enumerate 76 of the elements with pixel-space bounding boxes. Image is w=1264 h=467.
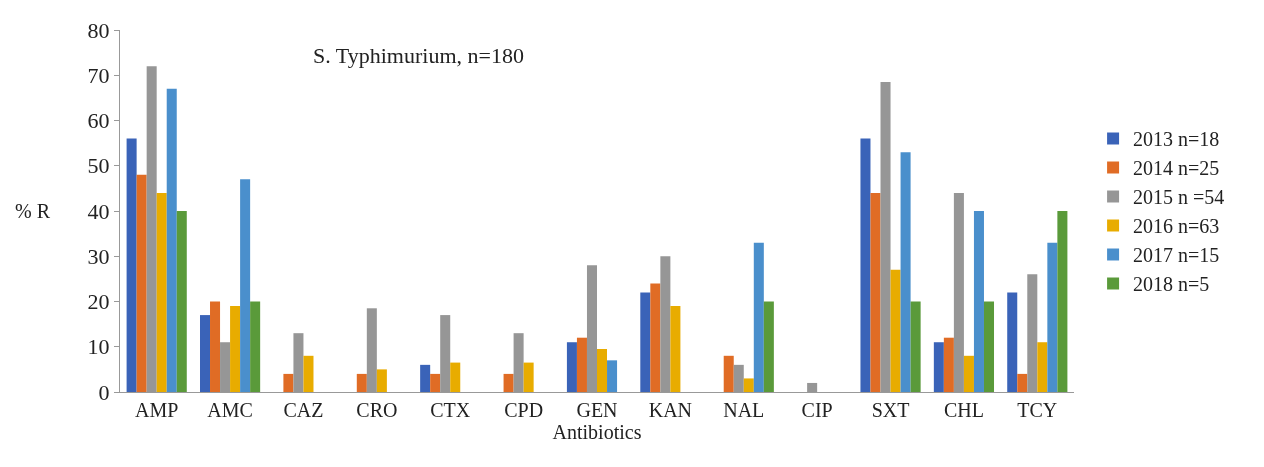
bar — [420, 364, 431, 392]
x-tick-label: CPD — [504, 399, 544, 421]
bar — [723, 355, 734, 392]
bar — [523, 362, 534, 392]
bar — [1057, 211, 1068, 392]
bar — [210, 301, 221, 392]
bar — [983, 301, 995, 392]
x-tick-label: SXT — [871, 399, 910, 421]
x-tick-label: CIP — [801, 399, 833, 421]
bar — [973, 211, 984, 392]
bar — [640, 292, 651, 392]
bar — [1007, 292, 1018, 392]
y-tick-label: 40 — [87, 198, 110, 224]
bar — [240, 179, 251, 392]
y-tick-label: 10 — [87, 334, 110, 360]
bar — [753, 242, 764, 392]
x-tick-label: CAZ — [283, 399, 324, 421]
y-tick-label: 80 — [87, 17, 110, 43]
bar — [356, 373, 367, 392]
bar — [450, 362, 461, 392]
y-tick-label: 50 — [87, 153, 110, 179]
bar — [743, 378, 754, 392]
x-tick-label: CTX — [430, 399, 471, 421]
bar — [1037, 342, 1048, 392]
x-tick-label: KAN — [648, 399, 693, 421]
bar — [900, 152, 911, 392]
bar — [670, 306, 681, 392]
bar — [126, 138, 137, 392]
bar — [376, 369, 387, 392]
bar — [860, 138, 871, 392]
x-tick-label: GEN — [576, 399, 618, 421]
legend-label: 2015 n =54 — [1133, 186, 1225, 209]
bar — [166, 88, 177, 392]
legend-label: 2017 n=15 — [1133, 244, 1220, 267]
bar — [176, 211, 187, 392]
bar — [763, 301, 774, 392]
bar — [303, 355, 314, 392]
y-tick-label: 70 — [87, 62, 110, 88]
legend-label: 2016 n=63 — [1133, 215, 1220, 238]
bar — [607, 360, 618, 392]
x-tick-label: AMP — [135, 399, 179, 421]
bar — [933, 342, 944, 392]
bar — [943, 337, 954, 392]
x-axis-title: Antibiotics — [552, 421, 642, 443]
y-tick-label: 60 — [87, 108, 110, 134]
y-tick-label: 30 — [87, 243, 110, 269]
legend-label: 2014 n=25 — [1133, 157, 1220, 180]
bar — [566, 342, 577, 392]
bar — [910, 301, 921, 392]
bar — [283, 373, 294, 392]
legend-label: 2018 n=5 — [1133, 273, 1210, 296]
x-tick-label: CHL — [943, 399, 984, 421]
bar — [1047, 242, 1058, 392]
x-tick-label: AMC — [207, 399, 253, 421]
bar — [890, 269, 901, 392]
bar — [430, 373, 441, 392]
legend-label: 2013 n=18 — [1133, 128, 1220, 151]
bar — [136, 174, 147, 392]
bar — [870, 192, 881, 392]
bar — [650, 283, 661, 392]
x-tick-label: TCY — [1017, 399, 1058, 421]
y-axis-title: % R — [15, 200, 51, 222]
bar — [199, 315, 211, 392]
bar — [963, 355, 974, 392]
y-tick-label: 20 — [87, 289, 110, 315]
bar — [156, 192, 167, 392]
x-tick-label: NAL — [723, 399, 765, 421]
y-tick-label: 0 — [98, 379, 110, 405]
bar — [230, 306, 241, 392]
annotation: S. Typhimurium, n=180 — [313, 43, 524, 68]
x-tick-label: CRO — [356, 399, 398, 421]
bar — [597, 349, 608, 392]
bar — [503, 373, 514, 392]
bar — [1017, 373, 1028, 392]
bar — [250, 301, 261, 392]
bar — [576, 337, 587, 392]
